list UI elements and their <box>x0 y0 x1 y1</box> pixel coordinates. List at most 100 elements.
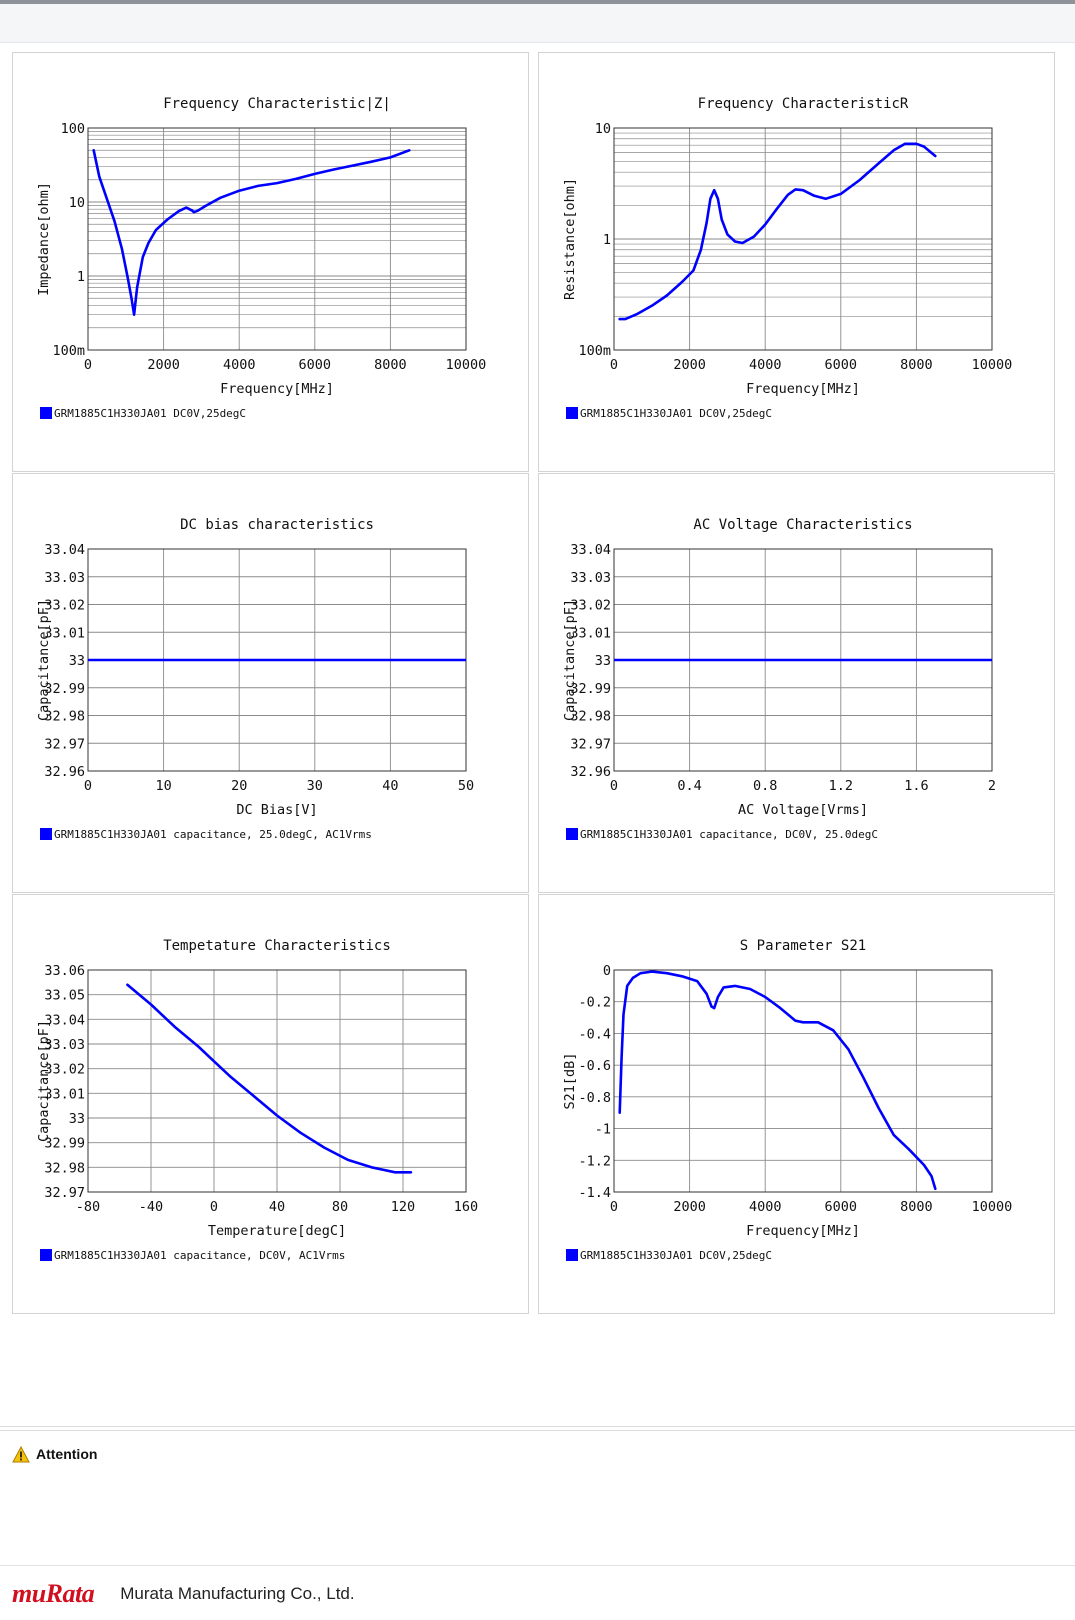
x-tick-label: 4000 <box>749 357 782 373</box>
x-tick-label: 40 <box>269 1199 285 1215</box>
y-tick-label: -0.4 <box>578 1026 611 1042</box>
series-line <box>618 142 937 321</box>
header-band <box>0 4 1075 43</box>
y-tick-label: -1.4 <box>578 1185 611 1201</box>
y-axis-label: Capacitance[pF] <box>36 599 52 721</box>
x-tick-label: 2 <box>988 778 996 794</box>
y-tick-label: 32.99 <box>44 1136 85 1152</box>
y-tick-label: 33 <box>69 1111 85 1127</box>
y-axis-label: Impedance[ohm] <box>36 182 52 296</box>
x-tick-label: 0 <box>210 1199 218 1215</box>
y-tick-label: 33.02 <box>570 598 611 614</box>
y-tick-label: 33.04 <box>570 542 611 558</box>
x-tick-label: 10000 <box>972 1199 1013 1215</box>
y-tick-label: 1 <box>603 232 611 248</box>
y-tick-label: 100m <box>578 343 611 359</box>
y-tick-label: 33.02 <box>44 1062 85 1078</box>
chart-dc-bias: DC bias characteristics 0 10 20 30 40 50 32.96 3… <box>36 517 474 841</box>
warning-icon <box>12 1445 30 1462</box>
y-tick-label: 33.01 <box>570 625 611 641</box>
x-tick-label: 30 <box>307 778 323 794</box>
x-tick-label: 10000 <box>972 357 1013 373</box>
x-axis-label: Frequency[MHz] <box>220 381 334 397</box>
legend-label: GRM1885C1H330JA01 DC0V,25degC <box>54 407 246 420</box>
chart-panel-resistance: Frequency CharacteristicR 0 2000 4000 6000 80… <box>538 52 1055 472</box>
y-tick-label: 10 <box>69 195 85 211</box>
x-axis-label: Temperature[degC] <box>208 1223 346 1239</box>
x-tick-label: 80 <box>332 1199 348 1215</box>
footer: muRata Murata Manufacturing Co., Ltd. <box>12 1578 355 1610</box>
series-line <box>126 983 413 1174</box>
y-tick-label: 33.02 <box>44 598 85 614</box>
company-name: Murata Manufacturing Co., Ltd. <box>120 1584 355 1603</box>
y-tick-label: 33.03 <box>570 570 611 586</box>
chart-title: Tempetature Characteristics <box>163 938 391 954</box>
y-axis-label: Capacitance[pF] <box>562 599 578 721</box>
x-tick-label: 2000 <box>673 1199 706 1215</box>
x-tick-label: 0 <box>610 357 618 373</box>
y-tick-label: 100m <box>52 343 85 359</box>
chart-title: S Parameter S21 <box>740 938 866 954</box>
chart-panel-temperature: Tempetature Characteristics -80 -40 0 40 80 12… <box>12 894 529 1314</box>
chart-resistance: Frequency CharacteristicR 0 2000 4000 6000 80… <box>562 96 1013 420</box>
legend-label: GRM1885C1H330JA01 capacitance, DC0V, 25.… <box>580 828 878 841</box>
y-tick-label: -0.2 <box>578 995 611 1011</box>
x-tick-label: 160 <box>454 1199 478 1215</box>
chart-title: Frequency Characteristic|Z| <box>163 96 391 112</box>
x-tick-label: 0 <box>610 1199 618 1215</box>
y-tick-label: 33.05 <box>44 988 85 1004</box>
murata-logo[interactable]: muRata <box>12 1579 95 1608</box>
y-tick-label: -0.6 <box>578 1058 611 1074</box>
x-tick-label: 1.2 <box>829 778 853 794</box>
series-line <box>618 970 937 1191</box>
y-tick-label: 100 <box>61 121 85 137</box>
x-tick-label: 20 <box>231 778 247 794</box>
x-tick-label: 50 <box>458 778 474 794</box>
x-tick-label: 0.4 <box>677 778 701 794</box>
chart-panel-dc-bias: DC bias characteristics 0 10 20 30 40 50 32.96 3… <box>12 473 529 893</box>
y-tick-label: 32.97 <box>570 736 611 752</box>
x-tick-label: 10000 <box>446 357 487 373</box>
chart-s21: S Parameter S21 0 2000 4000 6000 8000 10000 -1.… <box>562 938 1013 1262</box>
x-tick-label: 0 <box>84 357 92 373</box>
chart-impedance: Frequency Characteristic|Z| 0 2000 4000 6000… <box>36 96 487 420</box>
x-tick-label: 6000 <box>299 357 332 373</box>
y-tick-label: -1 <box>595 1122 611 1138</box>
y-tick-label: 33.04 <box>44 542 85 558</box>
legend-swatch <box>566 407 578 419</box>
legend-label: GRM1885C1H330JA01 DC0V,25degC <box>580 407 772 420</box>
x-tick-label: 0 <box>610 778 618 794</box>
legend-label: GRM1885C1H330JA01 DC0V,25degC <box>580 1249 772 1262</box>
plot-frame <box>613 969 993 1193</box>
legend-swatch <box>566 828 578 840</box>
y-tick-label: 33.03 <box>44 570 85 586</box>
legend-swatch <box>40 1249 52 1261</box>
y-tick-label: 10 <box>595 121 611 137</box>
y-tick-label: 32.99 <box>44 681 85 697</box>
x-tick-label: 1.6 <box>904 778 928 794</box>
attention-section[interactable]: Attention <box>12 1444 97 1464</box>
chart-title: Frequency CharacteristicR <box>698 96 909 112</box>
plot-frame <box>613 127 993 351</box>
x-tick-label: 8000 <box>900 357 933 373</box>
y-tick-label: 33.01 <box>44 625 85 641</box>
x-tick-label: 4000 <box>749 1199 782 1215</box>
plot-area <box>614 970 992 1192</box>
attention-label: Attention <box>36 1446 98 1462</box>
x-tick-label: 2000 <box>673 357 706 373</box>
x-tick-label: 8000 <box>900 1199 933 1215</box>
y-tick-label: 32.97 <box>44 736 85 752</box>
y-tick-label: 0 <box>603 963 611 979</box>
y-tick-label: 33.01 <box>44 1086 85 1102</box>
y-tick-label: 32.99 <box>570 681 611 697</box>
legend-swatch <box>40 828 52 840</box>
divider <box>0 1426 1075 1427</box>
series-line <box>92 149 411 317</box>
y-tick-label: 1 <box>77 269 85 285</box>
x-axis-label: Frequency[MHz] <box>746 1223 860 1239</box>
y-tick-label: 32.97 <box>44 1185 85 1201</box>
y-tick-label: 32.98 <box>44 1160 85 1176</box>
x-tick-label: 40 <box>382 778 398 794</box>
y-tick-label: 32.96 <box>44 764 85 780</box>
x-tick-label: 10 <box>155 778 171 794</box>
